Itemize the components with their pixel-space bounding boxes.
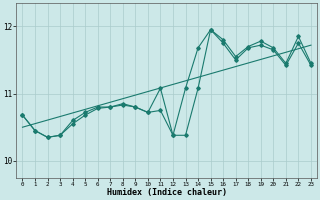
X-axis label: Humidex (Indice chaleur): Humidex (Indice chaleur) — [107, 188, 227, 197]
